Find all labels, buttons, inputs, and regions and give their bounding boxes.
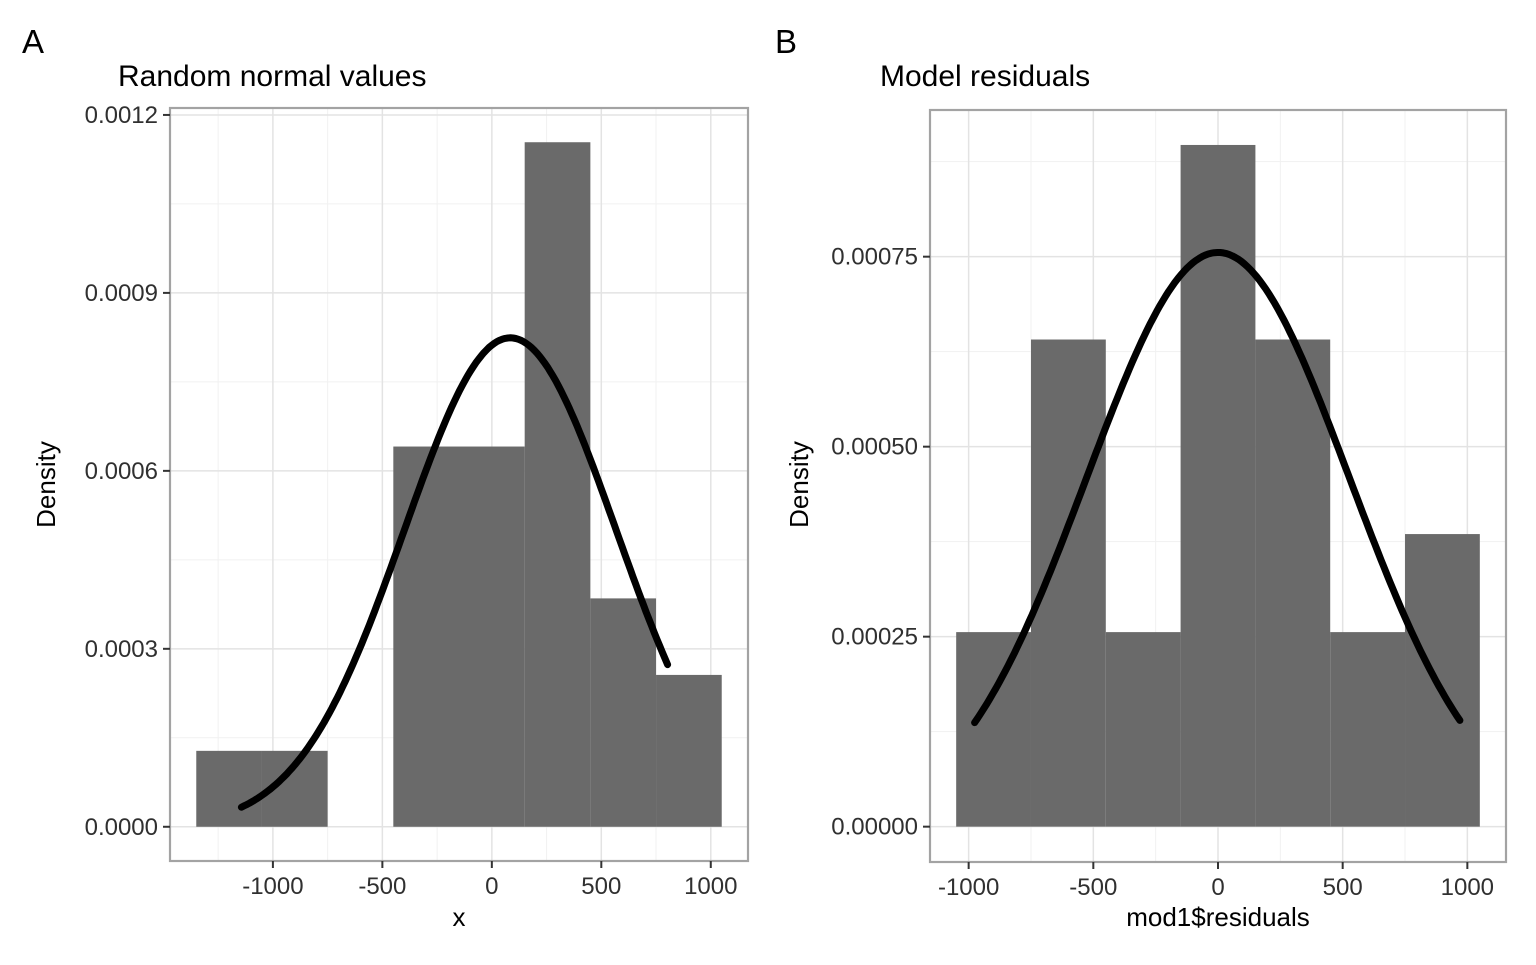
y-axis-tick-label: 0.00025: [831, 624, 918, 651]
histogram-bar: [1405, 534, 1480, 827]
histogram-bar: [524, 142, 591, 827]
x-axis-tick-label: -1000: [242, 873, 303, 900]
histogram-bar: [459, 446, 525, 827]
x-axis-tick-label: 0: [485, 873, 498, 900]
histogram-bar: [656, 674, 722, 827]
x-axis-tick-label: -500: [1069, 874, 1117, 901]
y-axis-tick-label: 0.0012: [85, 102, 158, 129]
x-axis-tick-label: 1000: [684, 873, 737, 900]
histogram-bar: [1255, 339, 1331, 827]
x-axis-tick-label: 1000: [1441, 874, 1494, 901]
y-axis-tick-label: 0.00000: [831, 814, 918, 841]
panel-a-x-axis-title: x: [453, 902, 466, 932]
histogram-bar: [196, 750, 262, 827]
panel-a-tag: A: [22, 23, 44, 60]
panel-b-y-axis-title: Density: [784, 441, 814, 528]
normal-density-curve: [237, 334, 672, 811]
y-axis-tick-label: 0.0009: [85, 280, 158, 307]
y-axis-tick-label: 0.00050: [831, 434, 918, 461]
x-axis-tick-label: 500: [1323, 874, 1363, 901]
y-axis-tick-label: 0.0000: [85, 814, 158, 841]
x-axis-tick-label: 0: [1211, 874, 1224, 901]
y-axis-tick-label: 0.0003: [85, 636, 158, 663]
panel-b-title: Model residuals: [880, 60, 1090, 93]
panel-border: [168, 106, 750, 863]
histogram-bar: [1105, 632, 1181, 827]
panel-a-title: Random normal values: [118, 60, 426, 93]
panel-a-plot-area: -1000 -500 0 500 1000 0.0000 0.0003 0.0006 0.000…: [85, 102, 750, 900]
y-axis-tick-label: 0.00075: [831, 244, 918, 271]
histogram-bar: [1330, 632, 1406, 827]
x-axis-tick-label: -1000: [938, 874, 999, 901]
histogram-bar: [956, 632, 1031, 827]
y-axis-tick-label: 0.0006: [85, 458, 158, 485]
normal-density-curve: [971, 249, 1464, 727]
panel-a-y-axis-title: Density: [31, 441, 61, 528]
panel-b-tag: B: [775, 23, 797, 60]
panel-b-x-axis-title: mod1$residuals: [1126, 902, 1310, 932]
histogram-bar: [590, 598, 657, 827]
x-axis-tick-label: 500: [581, 873, 621, 900]
x-axis-tick-label: -500: [358, 873, 406, 900]
histogram-bar: [393, 446, 459, 827]
histogram-bar: [1180, 144, 1256, 827]
panel-b-plot-area: -1000 -500 0 500 1000 0.00000 0.00025 0.00050 0.…: [831, 108, 1508, 901]
